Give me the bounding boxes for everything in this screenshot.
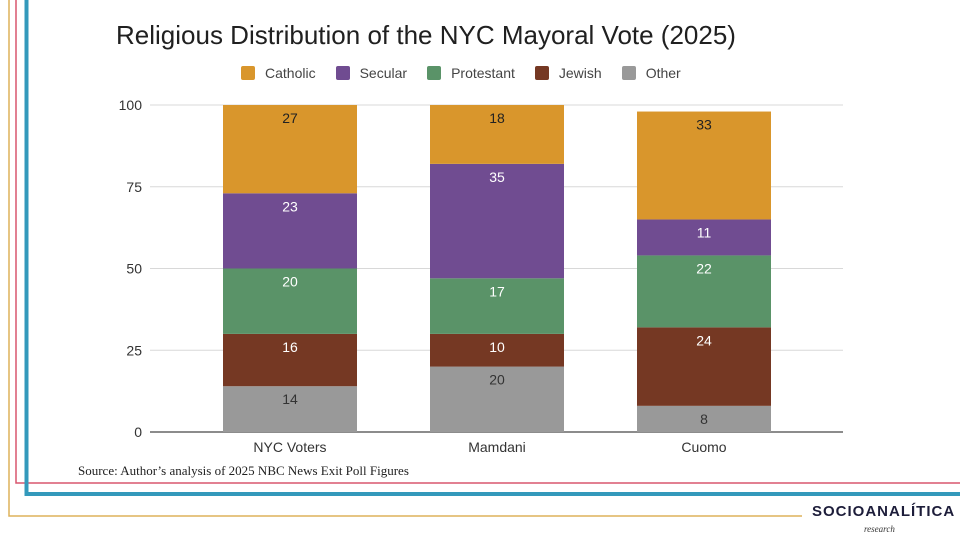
bar-stack: 20 10 17 35 18 — [430, 105, 564, 432]
legend-label: Protestant — [451, 65, 515, 81]
data-label: 22 — [696, 260, 712, 276]
legend-swatch — [427, 66, 442, 80]
data-label: 17 — [489, 283, 505, 299]
y-tick-label: 100 — [119, 97, 143, 113]
bar-segment-catholic — [223, 105, 357, 194]
bar-segment-catholic — [430, 105, 564, 164]
data-label: 27 — [282, 110, 298, 126]
legend-label: Other — [645, 65, 681, 81]
bar-segment-secular — [223, 193, 357, 269]
data-label: 8 — [700, 411, 708, 427]
legend-label: Secular — [359, 65, 408, 81]
legend-swatch — [335, 66, 350, 80]
legend-item-secular: Secular — [335, 65, 408, 81]
legend-label: Catholic — [265, 65, 316, 81]
chart-title: Religious Distribution of the NYC Mayora… — [116, 20, 736, 50]
frame-line-red — [15, 0, 960, 484]
y-tick-label: 75 — [126, 179, 142, 195]
legend-swatch — [534, 66, 549, 80]
data-label: 16 — [282, 339, 298, 355]
frame-line-blue — [24, 0, 960, 496]
x-tick-label: NYC Voters — [253, 439, 326, 455]
bar-segment-other — [430, 366, 564, 432]
frame-line-gold — [8, 0, 802, 517]
legend-swatch — [241, 66, 255, 80]
bar-stack: 14 16 20 23 27 — [223, 105, 357, 432]
legend-item-jewish: Jewish — [534, 65, 602, 81]
y-axis-ticks: 0 25 50 75 100 — [119, 97, 143, 440]
data-label: 20 — [489, 372, 505, 388]
data-label: 24 — [696, 332, 712, 348]
bar-segment-other — [223, 386, 357, 432]
data-label: 23 — [282, 198, 298, 214]
x-tick-label: Mamdani — [468, 439, 526, 455]
bar-stack: 8 24 22 11 33 — [637, 111, 771, 432]
legend-swatch — [621, 66, 636, 80]
bars: 14 16 20 23 27 20 10 17 35 18 8 24 22 11 33 — [223, 105, 771, 432]
x-tick-label: Cuomo — [681, 439, 726, 455]
bar-segment-secular — [430, 163, 564, 279]
y-tick-label: 50 — [126, 261, 142, 277]
data-label: 20 — [282, 274, 298, 290]
bar-segment-jewish — [430, 333, 564, 367]
logo: SOCIOANALÍTICA — [812, 503, 956, 520]
legend-item-catholic: Catholic — [241, 65, 316, 81]
legend-item-protestant: Protestant — [427, 65, 515, 81]
data-label: 14 — [282, 391, 298, 407]
source-note: Source: Author’s analysis of 2025 NBC Ne… — [78, 463, 409, 478]
y-tick-label: 0 — [134, 424, 142, 440]
bar-segment-jewish — [637, 327, 771, 406]
data-label: 11 — [697, 224, 712, 240]
x-axis-ticks: NYC Voters Mamdani Cuomo — [253, 439, 726, 455]
chart-legend: Catholic Secular Protestant Jewish Other — [241, 64, 701, 82]
data-label: 18 — [489, 110, 505, 126]
data-label: 10 — [489, 339, 505, 355]
bar-segment-protestant — [430, 278, 564, 334]
bar-segment-protestant — [637, 255, 771, 328]
bar-segment-protestant — [223, 268, 357, 334]
decorative-frame — [8, 0, 960, 517]
y-tick-label: 25 — [126, 342, 142, 358]
legend-label: Jewish — [558, 65, 602, 81]
bar-segment-secular — [637, 219, 771, 256]
data-label: 35 — [489, 169, 505, 185]
logo-tagline: research — [864, 524, 895, 534]
bar-segment-other — [637, 405, 771, 432]
bar-segment-jewish — [223, 333, 357, 387]
legend-item-other: Other — [621, 65, 681, 81]
data-label: 33 — [696, 117, 712, 133]
bar-segment-catholic — [637, 111, 771, 220]
